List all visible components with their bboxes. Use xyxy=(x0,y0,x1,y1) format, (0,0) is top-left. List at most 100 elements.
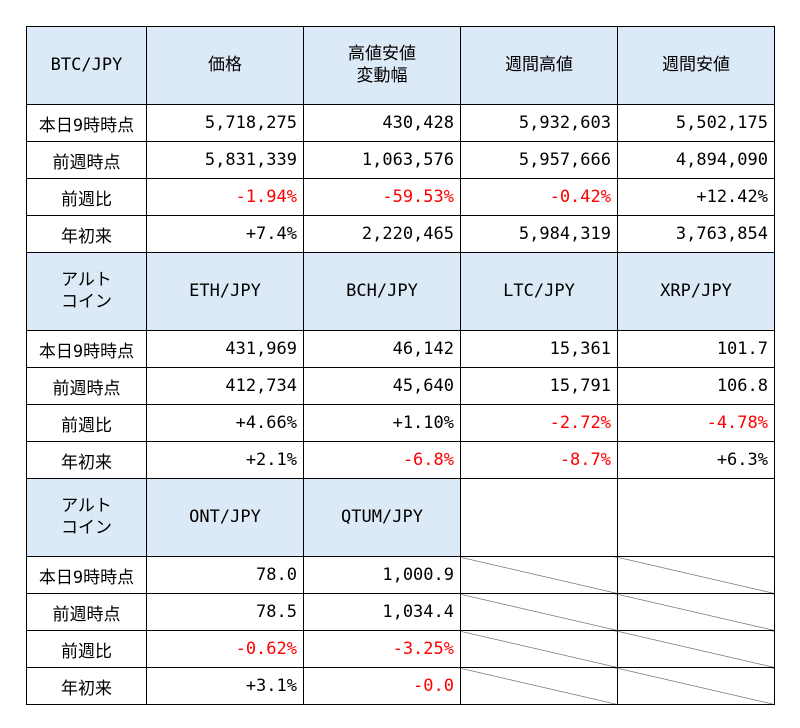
section-title: アルト コイン xyxy=(61,496,112,538)
value-cell: 2,220,465 xyxy=(303,215,461,253)
table-row: 前週比 -1.94% -59.53% -0.42% +12.42% xyxy=(26,178,775,216)
value-cell: 5,502,175 xyxy=(617,104,775,142)
column-header: 週間高値 xyxy=(505,54,573,75)
value-cell: 1,034.4 xyxy=(303,593,461,631)
value-cell: -0.0 xyxy=(303,667,461,705)
value-cell: +2.1% xyxy=(146,441,304,479)
column-header: ETH/JPY xyxy=(189,280,261,301)
value-cell: 1,063,576 xyxy=(303,141,461,179)
column-header: ONT/JPY xyxy=(189,506,261,527)
value-cell: 5,831,339 xyxy=(146,141,304,179)
table-row: 本日9時時点 78.0 1,000.9 xyxy=(26,556,775,594)
row-label: 年初来 xyxy=(26,667,147,705)
value-cell: -0.42% xyxy=(460,178,618,216)
value-cell: -2.72% xyxy=(460,404,618,442)
value-cell: +7.4% xyxy=(146,215,304,253)
table-row: 前週比 -0.62% -3.25% xyxy=(26,630,775,668)
value-cell: +1.10% xyxy=(303,404,461,442)
value-cell: 5,718,275 xyxy=(146,104,304,142)
value-cell: -8.7% xyxy=(460,441,618,479)
row-label: 年初来 xyxy=(26,441,147,479)
value-cell: 412,734 xyxy=(146,367,304,405)
price-table: BTC/JPY 価格 高値安値 変動幅 週間高値 週間安値 本日9時時点 5,718,275… xyxy=(26,26,775,705)
value-cell: +6.3% xyxy=(617,441,775,479)
empty-cell xyxy=(617,630,775,668)
table-row: 年初来 +7.4% 2,220,465 5,984,319 3,763,854 xyxy=(26,215,775,253)
value-cell: 1,000.9 xyxy=(303,556,461,594)
section-header-row: アルト コイン ETH/JPY BCH/JPY LTC/JPY XRP/JPY xyxy=(26,252,775,331)
table-row: 前週時点 412,734 45,640 15,791 106.8 xyxy=(26,367,775,405)
column-header-cell: ONT/JPY xyxy=(146,478,304,557)
column-header-cell: QTUM/JPY xyxy=(303,478,461,557)
value-cell: -6.8% xyxy=(303,441,461,479)
empty-cell xyxy=(617,556,775,594)
row-label: 本日9時時点 xyxy=(26,104,147,142)
value-cell: 431,969 xyxy=(146,330,304,368)
row-label: 本日9時時点 xyxy=(26,556,147,594)
section-header-row: アルト コイン ONT/JPY QTUM/JPY xyxy=(26,478,775,557)
table-row: 前週時点 78.5 1,034.4 xyxy=(26,593,775,631)
row-label: 年初来 xyxy=(26,215,147,253)
section-title: アルト コイン xyxy=(61,270,112,312)
table-row: 年初来 +3.1% -0.0 xyxy=(26,667,775,705)
value-cell: 430,428 xyxy=(303,104,461,142)
row-label: 前週時点 xyxy=(26,367,147,405)
column-header-cell: LTC/JPY xyxy=(460,252,618,331)
table-row: 本日9時時点 5,718,275 430,428 5,932,603 5,502,175 xyxy=(26,104,775,142)
value-cell: 5,932,603 xyxy=(460,104,618,142)
row-label: 前週比 xyxy=(26,404,147,442)
column-header: XRP/JPY xyxy=(660,280,732,301)
empty-header-cell xyxy=(460,478,618,557)
empty-cell xyxy=(460,667,618,705)
empty-cell xyxy=(617,667,775,705)
value-cell: -0.62% xyxy=(146,630,304,668)
section-title: BTC/JPY xyxy=(50,54,123,75)
column-header: QTUM/JPY xyxy=(341,506,423,527)
value-cell: 15,791 xyxy=(460,367,618,405)
column-header: LTC/JPY xyxy=(503,280,575,301)
value-cell: -3.25% xyxy=(303,630,461,668)
column-header: 週間安値 xyxy=(662,54,730,75)
value-cell: 3,763,854 xyxy=(617,215,775,253)
section-title-cell: アルト コイン xyxy=(26,478,147,557)
value-cell: 101.7 xyxy=(617,330,775,368)
value-cell: -59.53% xyxy=(303,178,461,216)
row-label: 前週比 xyxy=(26,178,147,216)
value-cell: 106.8 xyxy=(617,367,775,405)
column-header-cell: XRP/JPY xyxy=(617,252,775,331)
column-header-cell: ETH/JPY xyxy=(146,252,304,331)
row-label: 前週時点 xyxy=(26,593,147,631)
empty-cell xyxy=(617,593,775,631)
value-cell: 4,894,090 xyxy=(617,141,775,179)
column-header: 価格 xyxy=(208,54,242,75)
row-label: 前週時点 xyxy=(26,141,147,179)
value-cell: -1.94% xyxy=(146,178,304,216)
table-row: 本日9時時点 431,969 46,142 15,361 101.7 xyxy=(26,330,775,368)
value-cell: 78.0 xyxy=(146,556,304,594)
column-header-cell: 週間高値 xyxy=(460,26,618,105)
table-row: 前週時点 5,831,339 1,063,576 5,957,666 4,894,090 xyxy=(26,141,775,179)
value-cell: 45,640 xyxy=(303,367,461,405)
value-cell: 5,957,666 xyxy=(460,141,618,179)
value-cell: 46,142 xyxy=(303,330,461,368)
value-cell: +12.42% xyxy=(617,178,775,216)
column-header-cell: 高値安値 変動幅 xyxy=(303,26,461,105)
section-title-cell: BTC/JPY xyxy=(26,26,147,105)
value-cell: -4.78% xyxy=(617,404,775,442)
column-header-cell: BCH/JPY xyxy=(303,252,461,331)
value-cell: 5,984,319 xyxy=(460,215,618,253)
table-row: 前週比 +4.66% +1.10% -2.72% -4.78% xyxy=(26,404,775,442)
empty-header-cell xyxy=(617,478,775,557)
price-table-body: BTC/JPY 価格 高値安値 変動幅 週間高値 週間安値 本日9時時点 5,718,275… xyxy=(26,26,775,705)
column-header: 高値安値 変動幅 xyxy=(348,44,416,86)
section-title-cell: アルト コイン xyxy=(26,252,147,331)
empty-cell xyxy=(460,630,618,668)
empty-cell xyxy=(460,556,618,594)
value-cell: +3.1% xyxy=(146,667,304,705)
section-header-row: BTC/JPY 価格 高値安値 変動幅 週間高値 週間安値 xyxy=(26,26,775,105)
row-label: 本日9時時点 xyxy=(26,330,147,368)
value-cell: +4.66% xyxy=(146,404,304,442)
table-row: 年初来 +2.1% -6.8% -8.7% +6.3% xyxy=(26,441,775,479)
value-cell: 15,361 xyxy=(460,330,618,368)
column-header-cell: 価格 xyxy=(146,26,304,105)
